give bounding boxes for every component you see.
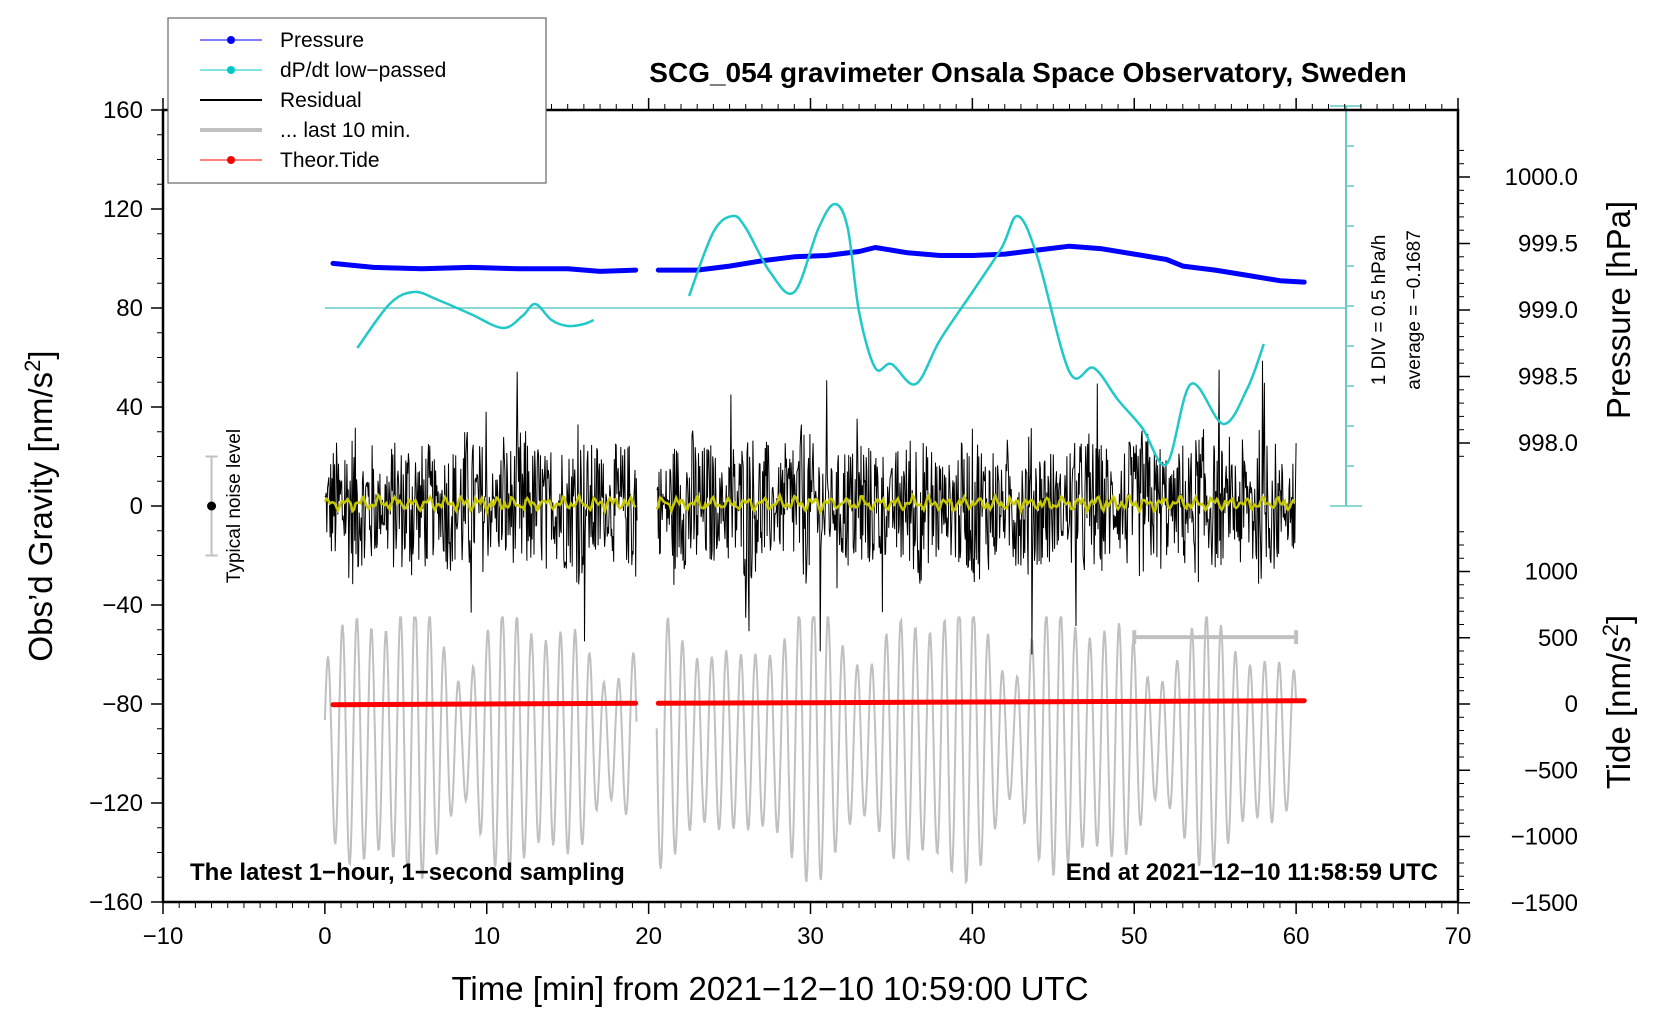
tide-tick-label: −1500 [1511,890,1578,917]
end-time-note: End at 2021−12−10 11:58:59 UTC [1066,859,1438,886]
x-tick-label: 70 [1445,923,1472,950]
x-tick-label: 0 [318,923,331,950]
y-axis-title-left-end: ] [22,350,59,359]
y-tick-label: 80 [116,295,143,322]
legend-entry: Theor.Tide [200,149,380,172]
pressure-tick-label: 998.5 [1518,364,1578,391]
legend-marker [227,66,235,74]
tide-tick-label: 500 [1538,625,1578,652]
legend-label: Theor.Tide [280,149,380,172]
legend-entry: Residual [200,89,362,112]
y-axis-title-tide: Tide [nm/s2] [1598,615,1637,789]
smoothed-residual-segment-1 [323,491,637,517]
y-axis-title-left: Obs’d Gravity [nm/s2] [20,350,59,661]
dpdt-trace-segment-2 [687,202,1265,467]
y-axis-title-tide-text: Tide [nm/s [1600,636,1637,789]
legend-entry: dP/dt low−passed [200,59,446,82]
y-tick-label: 40 [116,394,143,421]
series-layer [205,105,1362,885]
x-tick-label: 60 [1283,923,1310,950]
last10-trace-segment-1 [323,616,638,880]
y-axis-title-left-text: Obs’d Gravity [nm/s [22,372,59,662]
pressure-trace-segment-1 [330,260,639,274]
y-tick-label: −160 [89,889,143,916]
x-tick-label: 40 [959,923,986,950]
y-axis-title-tide-sup: 2 [1598,624,1623,636]
pressure-tick-label: 999.0 [1518,297,1578,324]
pressure-tick-label: 999.5 [1518,231,1578,258]
tide-tick-label: 1000 [1525,559,1578,586]
y-tick-label: −120 [89,790,143,817]
noise-bar-center-dot [207,501,217,511]
pressure-tick-label: 998.0 [1518,430,1578,457]
legend-marker [227,36,235,44]
y-tick-label: 120 [103,196,143,223]
legend-entry: Pressure [200,29,364,52]
legend-label: Pressure [280,29,364,52]
pressure-tick-label: 1000.0 [1505,164,1578,191]
average-label: average = −0.1687 [1404,230,1425,390]
legend-entry: ... last 10 min. [200,119,411,142]
legend-label: ... last 10 min. [280,119,411,142]
x-tick-label: 10 [473,923,500,950]
y-tick-label: 0 [130,493,143,520]
y-tick-label: −80 [102,691,143,718]
legend-label: Residual [280,89,362,112]
y-axis-title-pressure: Pressure [hPa] [1600,201,1637,419]
x-tick-label: −10 [143,923,184,950]
x-axis-title: Time [min] from 2021−12−10 10:59:00 UTC [451,970,1088,1007]
smoothed-residual-segment-2 [655,490,1296,516]
legend-label: dP/dt low−passed [280,59,446,82]
tide-trace-segment-1 [330,700,639,708]
noise-level-label: Typical noise level [224,429,245,583]
legend-marker [227,156,235,164]
y-tick-label: 160 [103,97,143,124]
legend-entries: Pressure dP/dt low−passed Residual ... last… [200,29,446,172]
tide-trace-segment-2 [655,698,1307,706]
tide-tick-label: 0 [1565,691,1578,718]
pressure-trace-segment-2 [655,243,1307,285]
div-scale-label: 1 DIV = 0.5 hPa/h [1369,235,1390,386]
y-axis-title-left-sup: 2 [20,360,45,372]
tide-tick-label: −1000 [1511,824,1578,851]
chart-title: SCG_054 gravimeter Onsala Space Observat… [649,57,1406,88]
residual-trace-segment-1 [324,371,638,642]
y-axis-title-tide-end: ] [1600,615,1637,624]
x-tick-label: 30 [797,923,824,950]
tide-tick-label: −500 [1524,757,1578,784]
last10-trace-segment-2 [655,616,1298,885]
legend: Pressure dP/dt low−passed Residual ... last… [167,17,547,184]
axis-layer: −10 0 10 20 30 40 50 60 70 160 120 80 40 0 −40 −80 −120 −… [89,97,1578,950]
sampling-note: The latest 1−hour, 1−second sampling [190,859,625,886]
residual-trace-segment-2 [656,360,1297,655]
x-tick-label: 50 [1121,923,1148,950]
y-tick-label: −40 [102,592,143,619]
x-tick-label: 20 [635,923,662,950]
dpdt-trace-segment-1 [356,290,595,349]
